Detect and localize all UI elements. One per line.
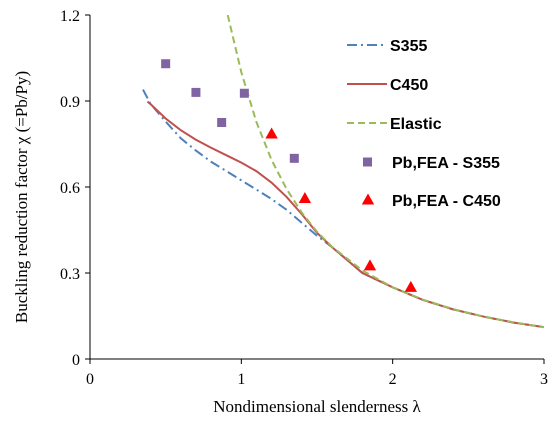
- y-tick-label: 1.2: [60, 8, 80, 25]
- point-pb-fea-s355: [191, 87, 201, 97]
- plot-area: [142, 15, 544, 329]
- series-line-s355: [142, 89, 544, 329]
- legend-label-s355: S355: [390, 38, 427, 55]
- point-pb-fea-s355: [289, 153, 299, 163]
- axes: 0 1 2 3 0 0.3 0.6 0.9 1.2: [60, 8, 548, 388]
- series-line-c450: [146, 100, 544, 329]
- point-pb-fea-s355: [217, 118, 227, 127]
- x-tick-label: 1: [237, 371, 245, 388]
- point-pb-fea-s355: [161, 59, 171, 69]
- y-tick-label: 0.9: [60, 94, 80, 111]
- point-pb-fea-c450: [363, 259, 377, 271]
- x-axis-title: Nondimensional slenderness λ: [213, 397, 421, 416]
- legend-swatch-pb-fea-s355: [363, 157, 372, 167]
- point-pb-fea-c450: [265, 127, 278, 139]
- x-tick-label: 0: [86, 371, 94, 388]
- legend-label-c450: C450: [390, 77, 428, 94]
- legend-swatch-pb-fea-c450: [361, 193, 375, 205]
- y-axis-title: Buckling reduction factor χ (=Pb/Py): [12, 71, 31, 323]
- y-tick-label: 0.6: [60, 180, 80, 197]
- point-pb-fea-c450: [404, 280, 418, 292]
- y-tick-label: 0.3: [60, 266, 80, 283]
- series-line-elastic: [226, 15, 544, 329]
- series-layer: [142, 15, 544, 329]
- point-pb-fea-s355: [239, 88, 249, 98]
- legend-label-elastic: Elastic: [390, 116, 442, 133]
- legend-label-pb-fea-c450: Pb,FEA - C450: [392, 193, 501, 210]
- point-pb-fea-c450: [298, 191, 312, 204]
- x-tick-label: 3: [540, 371, 548, 388]
- y-tick-label: 0: [72, 352, 80, 369]
- legend-label-pb-fea-s355: Pb,FEA - S355: [392, 155, 500, 172]
- x-tick-label: 2: [389, 371, 397, 388]
- legend: S355 C450 Elastic Pb,FEA - S355 Pb,FEA - C45…: [347, 38, 501, 210]
